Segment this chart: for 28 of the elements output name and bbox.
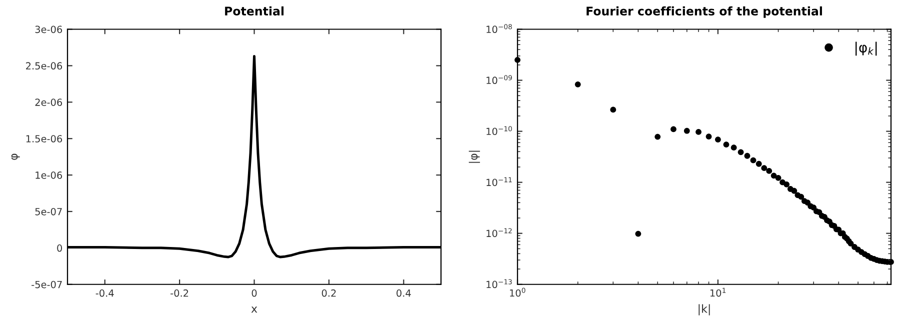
y-tick-label: 2.5e-06 [26, 62, 62, 70]
y-tick-label: 1.5e-06 [26, 135, 62, 142]
x-tick-label: 0.2 [322, 289, 336, 297]
legend-label: |φ$_{k}$| [856, 42, 877, 56]
x-axis-title: |k| [698, 304, 710, 316]
y-axis-title: |φ| [468, 150, 480, 163]
y-tick-label: 10$^{−09}$ [486, 75, 512, 84]
x-tick-label: 10$^{1}$ [710, 288, 726, 297]
y-axis-title: φ [11, 154, 20, 160]
y-tick-label: 10$^{−08}$ [486, 24, 512, 34]
chart-title: Fourier coefficients of the potential [586, 6, 822, 18]
y-tick-label: 1e-06 [36, 172, 62, 179]
y-tick-label: 10$^{−10}$ [486, 126, 512, 136]
x-tick-label: 0.4 [396, 289, 411, 297]
y-tick-label: 0 [57, 244, 62, 252]
y-tick-label: 10$^{−12}$ [486, 228, 512, 238]
y-tick-label: 10$^{−13}$ [486, 279, 512, 288]
x-tick-label: -0.4 [96, 289, 114, 297]
y-tick-label: 10$^{−11}$ [486, 177, 512, 186]
chart-title: Potential [225, 6, 284, 16]
x-tick-label: 10$^{0}$ [510, 288, 526, 297]
x-axis-title: x [251, 306, 258, 313]
x-tick-label: 0 [252, 289, 257, 297]
y-tick-label: 3e-06 [35, 26, 62, 34]
y-tick-label: 5e-07 [35, 208, 62, 216]
y-tick-label: 2e-06 [35, 98, 62, 106]
y-tick-label: -5e-07 [32, 280, 62, 288]
x-tick-label: -0.2 [170, 289, 188, 297]
